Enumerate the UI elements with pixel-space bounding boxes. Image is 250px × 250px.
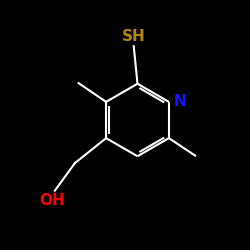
Text: SH: SH	[122, 29, 146, 44]
Text: OH: OH	[40, 193, 65, 208]
Text: N: N	[174, 94, 186, 110]
